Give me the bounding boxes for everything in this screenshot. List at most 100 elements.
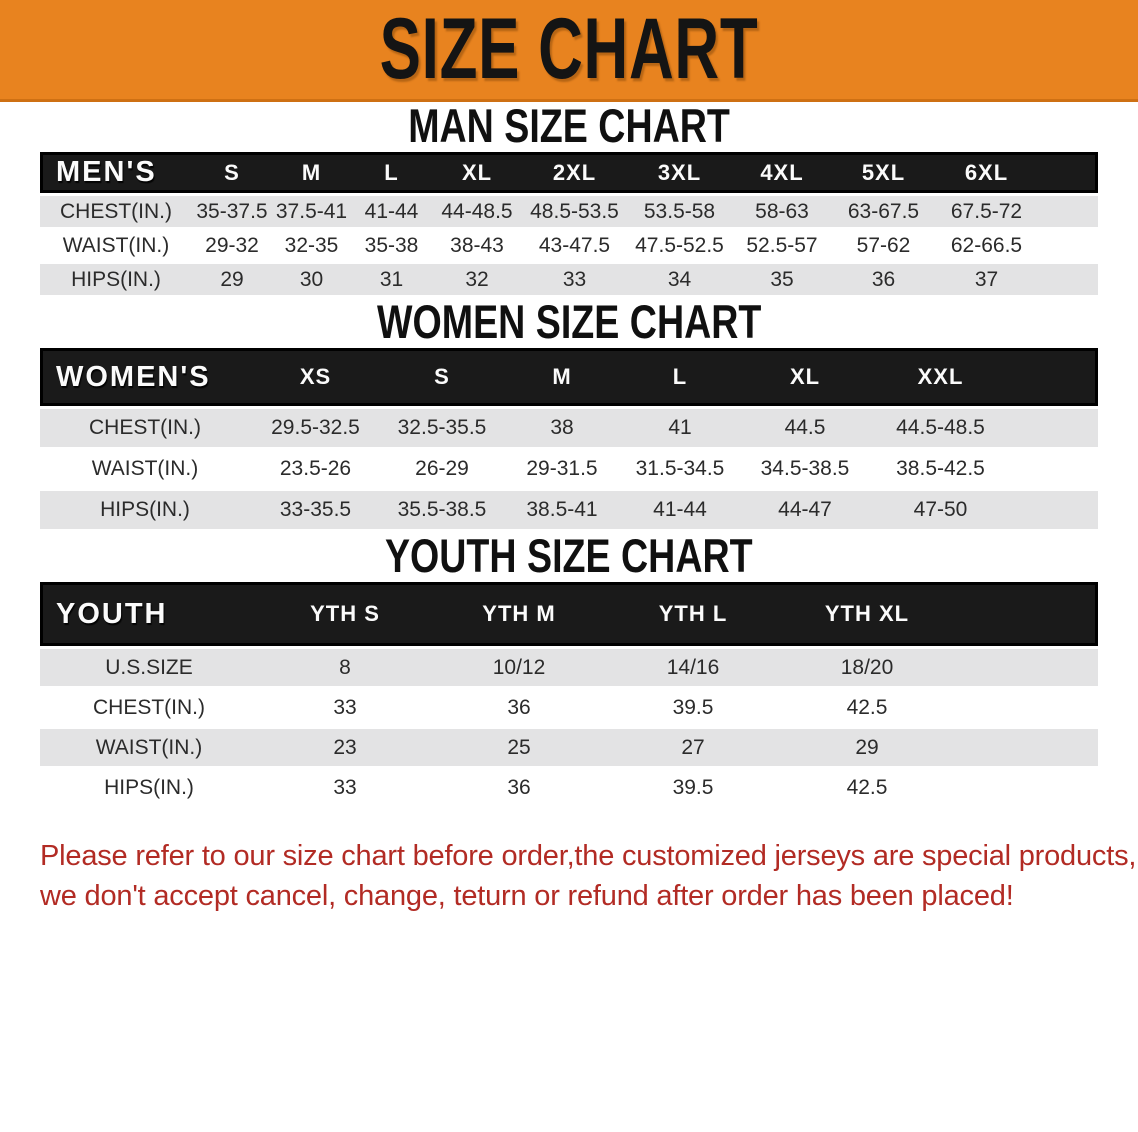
size-cell: 41 (621, 409, 739, 447)
table-row: HIPS(IN.) 33 36 39.5 42.5 (40, 769, 1098, 806)
size-cell: 23 (258, 729, 432, 766)
size-cell: 37 (935, 264, 1038, 295)
spacer-cell (954, 649, 1098, 686)
women-section-heading: WOMEN SIZE CHART (0, 298, 1138, 345)
size-cell: 38.5-42.5 (871, 450, 1010, 488)
size-cell: 10/12 (432, 649, 606, 686)
size-cell: 33 (522, 264, 627, 295)
man-size-table: MEN'S S M L XL 2XL 3XL 4XL 5XL 6XL CHEST… (40, 149, 1098, 298)
order-warning-note: Please refer to our size chart before or… (40, 836, 1138, 916)
column-header: 5XL (832, 152, 935, 193)
size-cell: 32-35 (272, 230, 351, 261)
size-cell: 44.5-48.5 (871, 409, 1010, 447)
column-header: XL (432, 152, 522, 193)
column-header: YTH S (258, 582, 432, 646)
size-cell: 8 (258, 649, 432, 686)
size-cell: 29 (780, 729, 954, 766)
size-cell: 53.5-58 (627, 196, 732, 227)
size-cell: 38.5-41 (503, 491, 621, 529)
column-header: XL (739, 348, 871, 406)
size-cell: 62-66.5 (935, 230, 1038, 261)
spacer-cell (1010, 409, 1098, 447)
youth-section-heading: YOUTH SIZE CHART (0, 532, 1138, 579)
spacer-cell (1038, 264, 1098, 295)
row-label: WAIST(IN.) (40, 450, 250, 488)
size-cell: 32 (432, 264, 522, 295)
size-cell: 38-43 (432, 230, 522, 261)
size-cell: 33 (258, 689, 432, 726)
size-cell: 57-62 (832, 230, 935, 261)
size-cell: 42.5 (780, 769, 954, 806)
size-chart-banner: SIZE CHART (0, 0, 1138, 102)
table-header-row: YOUTH YTH S YTH M YTH L YTH XL (40, 582, 1098, 646)
column-header: M (272, 152, 351, 193)
size-cell: 33-35.5 (250, 491, 381, 529)
column-header: XXL (871, 348, 1010, 406)
size-cell: 47-50 (871, 491, 1010, 529)
women-size-table: WOMEN'S XS S M L XL XXL CHEST(IN.) 29.5-… (40, 345, 1098, 532)
size-cell: 41-44 (351, 196, 432, 227)
spacer-cell (954, 689, 1098, 726)
column-header: 6XL (935, 152, 1038, 193)
man-section-heading: MAN SIZE CHART (0, 102, 1138, 149)
size-cell: 39.5 (606, 769, 780, 806)
column-header: 4XL (732, 152, 832, 193)
row-label: HIPS(IN.) (40, 264, 192, 295)
size-cell: 38 (503, 409, 621, 447)
row-label: CHEST(IN.) (40, 196, 192, 227)
youth-heading-text: YOUTH SIZE CHART (385, 529, 753, 582)
table-row: CHEST(IN.) 35-37.5 37.5-41 41-44 44-48.5… (40, 196, 1098, 227)
row-label: CHEST(IN.) (40, 409, 250, 447)
column-header: YTH M (432, 582, 606, 646)
warning-line-2: we don't accept cancel, change, teturn o… (40, 880, 1014, 913)
size-cell: 29.5-32.5 (250, 409, 381, 447)
women-heading-text: WOMEN SIZE CHART (376, 295, 762, 348)
column-header: 3XL (627, 152, 732, 193)
spacer-cell (1038, 196, 1098, 227)
table-row: CHEST(IN.) 29.5-32.5 32.5-35.5 38 41 44.… (40, 409, 1098, 447)
size-cell: 63-67.5 (832, 196, 935, 227)
table-row: WAIST(IN.) 29-32 32-35 35-38 38-43 43-47… (40, 230, 1098, 261)
size-cell: 31 (351, 264, 432, 295)
spacer-cell (1038, 152, 1098, 193)
size-cell: 44-48.5 (432, 196, 522, 227)
man-heading-text: MAN SIZE CHART (408, 99, 730, 152)
column-header: 2XL (522, 152, 627, 193)
size-cell: 26-29 (381, 450, 503, 488)
column-header: M (503, 348, 621, 406)
size-cell: 48.5-53.5 (522, 196, 627, 227)
spacer-cell (1038, 230, 1098, 261)
size-cell: 34.5-38.5 (739, 450, 871, 488)
size-cell: 39.5 (606, 689, 780, 726)
size-cell: 14/16 (606, 649, 780, 686)
table-row: WAIST(IN.) 23.5-26 26-29 29-31.5 31.5-34… (40, 450, 1098, 488)
size-cell: 34 (627, 264, 732, 295)
table-row: WAIST(IN.) 23 25 27 29 (40, 729, 1098, 766)
size-cell: 52.5-57 (732, 230, 832, 261)
column-header: S (381, 348, 503, 406)
row-label: WAIST(IN.) (40, 729, 258, 766)
size-cell: 42.5 (780, 689, 954, 726)
size-cell: 27 (606, 729, 780, 766)
size-cell: 35 (732, 264, 832, 295)
row-label: U.S.SIZE (40, 649, 258, 686)
column-header: YTH L (606, 582, 780, 646)
size-cell: 36 (432, 769, 606, 806)
column-header: S (192, 152, 272, 193)
column-header: L (351, 152, 432, 193)
size-cell: 36 (832, 264, 935, 295)
size-cell: 67.5-72 (935, 196, 1038, 227)
size-cell: 23.5-26 (250, 450, 381, 488)
size-cell: 31.5-34.5 (621, 450, 739, 488)
spacer-cell (954, 769, 1098, 806)
size-cell: 44-47 (739, 491, 871, 529)
women-corner-label: WOMEN'S (40, 348, 250, 406)
size-cell: 47.5-52.5 (627, 230, 732, 261)
spacer-cell (1010, 450, 1098, 488)
size-cell: 25 (432, 729, 606, 766)
youth-corner-label: YOUTH (40, 582, 258, 646)
table-row: CHEST(IN.) 33 36 39.5 42.5 (40, 689, 1098, 726)
size-cell: 18/20 (780, 649, 954, 686)
warning-line-1: Please refer to our size chart before or… (40, 840, 1137, 872)
row-label: HIPS(IN.) (40, 769, 258, 806)
